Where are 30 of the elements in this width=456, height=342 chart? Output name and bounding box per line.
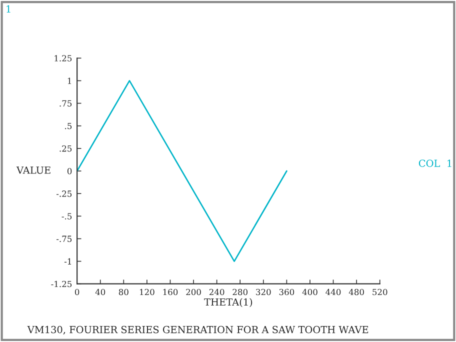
- x-tick-label: 240: [209, 288, 224, 296]
- y-tick-label: -1: [64, 258, 72, 264]
- y-axis-title: VALUE: [16, 166, 50, 174]
- x-tick-label: 320: [256, 288, 271, 296]
- x-tick-label: 400: [302, 288, 318, 296]
- y-tick-label: 1: [68, 78, 72, 84]
- x-tick-label: 360: [279, 288, 294, 296]
- y-tick-label: .5: [65, 122, 72, 130]
- x-tick-label: 440: [326, 288, 341, 296]
- x-tick-label: 200: [186, 288, 201, 296]
- x-tick-label: 40: [95, 288, 106, 296]
- x-tick-label: 480: [348, 288, 364, 296]
- x-tick-label: 120: [140, 288, 154, 296]
- text: COL 1: [418, 160, 452, 167]
- text: VM130, FOURIER SERIES GENERATION FOR A SAW TOOTH WAVE: [27, 326, 368, 334]
- y-tick-label: 0: [67, 168, 72, 174]
- x-tick-label: 280: [232, 288, 248, 296]
- y-tick-label: -.25: [56, 190, 72, 197]
- text: 1: [6, 5, 10, 13]
- x-tick-label: 0: [74, 288, 80, 296]
- x-axis-title: THETA(1): [204, 298, 252, 308]
- y-tick-label: 1.25: [54, 55, 72, 62]
- y-tick-label: -.75: [56, 236, 72, 242]
- y-tick-label: -.5: [62, 213, 72, 220]
- y-tick-label: .25: [60, 145, 72, 152]
- y-tick-label: .75: [60, 100, 72, 107]
- x-tick-label: 520: [372, 288, 388, 296]
- x-tick-label: 80: [118, 288, 128, 296]
- y-tick-label: -1.25: [51, 280, 72, 288]
- x-tick-label: 160: [163, 288, 178, 296]
